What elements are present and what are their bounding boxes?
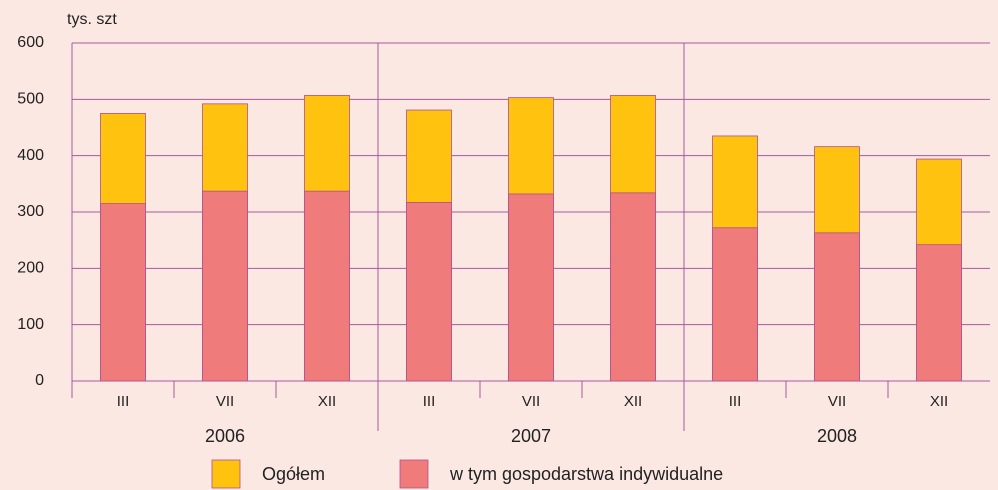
y-tick-label: 200	[17, 260, 44, 277]
x-tick-label: VII	[522, 393, 540, 410]
bar	[508, 193, 554, 382]
x-tick-label: VII	[828, 393, 846, 410]
legend-swatch	[211, 459, 241, 489]
y-tick-label: 500	[17, 91, 44, 108]
x-tick-label: XII	[318, 393, 336, 410]
x-tick-label: III	[117, 393, 130, 410]
y-tick-label: 400	[17, 147, 44, 164]
x-tick-label: XII	[930, 393, 948, 410]
unit-label: tys. szt	[67, 11, 117, 28]
y-tick-label: 100	[17, 316, 44, 333]
x-tick-label: VII	[216, 393, 234, 410]
bar	[100, 203, 146, 382]
y-tick-label: 0	[35, 372, 44, 389]
group-label: 2007	[511, 426, 551, 446]
bar	[916, 244, 962, 382]
bar	[304, 190, 350, 382]
bar	[202, 190, 248, 382]
x-tick-label: III	[729, 393, 742, 410]
legend-label: Ogółem	[262, 464, 325, 484]
legend-label: w tym gospodarstwa indywidualne	[449, 464, 723, 484]
bar	[814, 232, 860, 382]
group-label: 2008	[817, 426, 857, 446]
group-label: 2006	[205, 426, 245, 446]
bar	[712, 227, 758, 382]
bar	[610, 192, 656, 382]
legend-swatch	[399, 459, 429, 489]
x-tick-label: XII	[624, 393, 642, 410]
bar	[406, 202, 452, 382]
y-tick-label: 600	[17, 34, 44, 51]
x-tick-label: III	[423, 393, 436, 410]
y-tick-label: 300	[17, 203, 44, 220]
